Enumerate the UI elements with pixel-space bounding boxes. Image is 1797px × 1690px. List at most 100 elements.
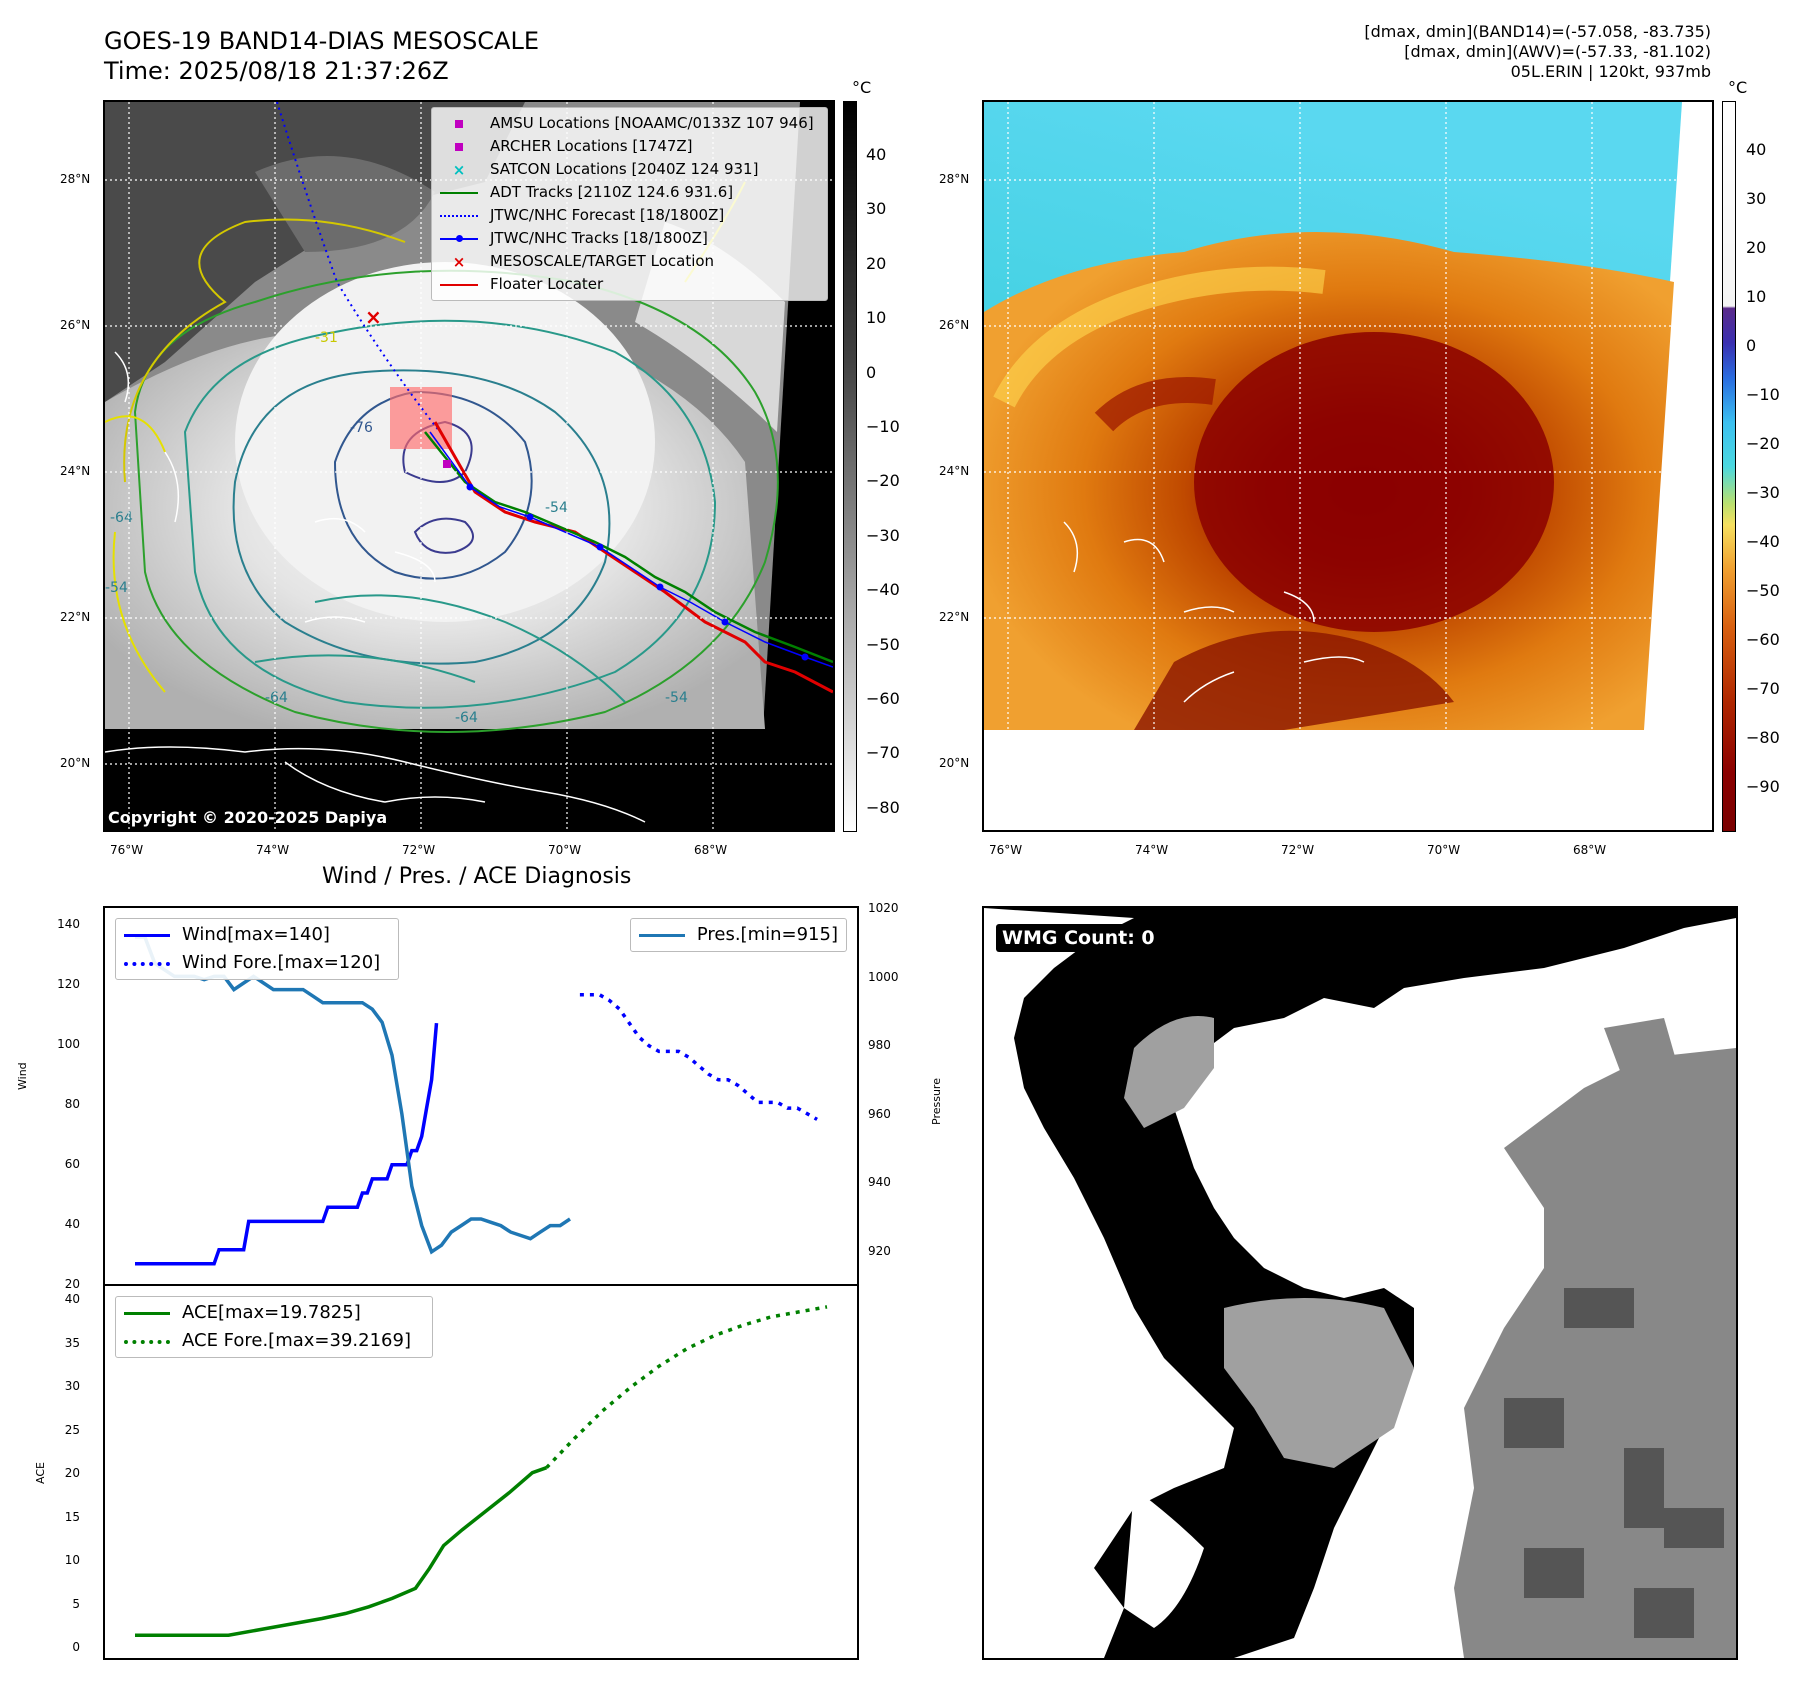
cbar-color (1722, 101, 1736, 832)
cbar2-tick: −80 (1746, 728, 1780, 747)
ace-y-tick: 0 (72, 1640, 80, 1654)
legend-forecast: JTWC/NHC Forecast [18/1800Z] (440, 204, 819, 227)
legend-wind-fore: Wind Fore.[max=120] (124, 949, 390, 977)
cbar2-tick: −20 (1746, 434, 1780, 453)
wind-y-tick: 140 (57, 917, 80, 931)
contour-label-6: -64 (455, 710, 478, 726)
p2-lat-22: 22°N (939, 610, 970, 624)
p2-lat-26: 26°N (939, 318, 970, 332)
ace-panel: ACE[max=19.7825] ACE Fore.[max=39.2169] (103, 1284, 859, 1660)
contour-label-5: -64 (265, 690, 288, 706)
contour-label-1: -31 (315, 330, 338, 346)
ace-y-tick: 20 (64, 1466, 80, 1480)
svg-text:×: × (365, 305, 382, 329)
p1-lat-20: 20°N (60, 756, 91, 770)
wind-y-tick: 120 (57, 977, 80, 991)
map-legend: AMSU Locations [NOAAMC/0133Z 107 946] AR… (431, 107, 828, 301)
cbar1-tick: 30 (866, 199, 887, 219)
cbar2-tick: −10 (1746, 385, 1780, 404)
wind-y-tick: 60 (64, 1157, 80, 1171)
pres-y-tick: 1020 (868, 901, 899, 915)
copyright-text: Copyright © 2020-2025 Dapiya (108, 808, 388, 827)
main-title: GOES-19 BAND14-DIAS MESOSCALE (104, 27, 540, 55)
contour-label-7: -54 (105, 580, 128, 596)
wind-y-tick: 40 (64, 1217, 80, 1231)
cbar1-unit: °C (852, 78, 872, 97)
timestamp: Time: 2025/08/18 21:37:26Z (104, 57, 449, 85)
info-line-1: [dmax, dmin](BAND14)=(-57.058, -83.735) (1364, 22, 1711, 41)
pres-y-tick: 960 (868, 1106, 891, 1121)
cbar2-tick: −50 (1746, 581, 1780, 600)
p1-lon-74: 74°W (256, 843, 290, 857)
wind-y-tick: 80 (64, 1097, 80, 1111)
pres-legend: Pres.[min=915] (629, 918, 847, 952)
wind-y-tick: 100 (57, 1037, 80, 1051)
p1-lon-76: 76°W (110, 843, 144, 857)
cbar2-tick: −30 (1746, 483, 1780, 502)
cbar1-tick: −60 (866, 689, 900, 708)
awv-map-image (984, 102, 1684, 730)
wind-legend: Wind[max=140] Wind Fore.[max=120] (115, 918, 399, 980)
legend-amsu: AMSU Locations [NOAAMC/0133Z 107 946] (440, 112, 819, 135)
wind-pres-panel: Wind[max=140] Wind Fore.[max=120] Pres.[… (103, 906, 859, 1285)
p2-lon-70: 70°W (1427, 843, 1461, 857)
ace-legend: ACE[max=19.7825] ACE Fore.[max=39.2169] (115, 1296, 433, 1358)
wmg-panel: WMG Count: 0 (982, 906, 1738, 1660)
p1-lat-24: 24°N (60, 464, 91, 478)
legend-pres: Pres.[min=915] (638, 921, 838, 949)
p2-lon-74: 74°W (1135, 843, 1169, 857)
cbar1-tick: 40 (866, 145, 887, 164)
p2-lon-76: 76°W (989, 843, 1023, 857)
legend-wind: Wind[max=140] (124, 921, 390, 949)
series-line-pres- (135, 935, 571, 1255)
contour-label-2: -76 (350, 420, 373, 436)
contour-label-4: -64 (110, 510, 133, 526)
wmg-count-label: WMG Count: 0 (996, 924, 1161, 952)
p1-lon-72: 72°W (402, 843, 436, 857)
contour-label-3: -54 (545, 500, 568, 516)
legend-floater: Floater Locater (440, 273, 819, 296)
pres-y-tick: 920 (868, 1243, 891, 1258)
legend-target: × MESOSCALE/TARGET Location (452, 252, 715, 271)
ace-y-tick: 35 (64, 1335, 80, 1350)
pres-y-tick: 1000 (868, 969, 899, 984)
pres-ylabel: Pressure (930, 1078, 943, 1125)
ace-chart (135, 1305, 828, 1637)
series-line-ace-fore- (545, 1305, 828, 1469)
cbar2-tick: −60 (1746, 630, 1780, 649)
ace-y-tick: 15 (64, 1509, 80, 1524)
p1-lat-28: 28°N (60, 172, 91, 186)
ace-y-tick: 30 (64, 1379, 80, 1393)
cbar1-tick: −10 (866, 417, 900, 436)
ace-ylabel: ACE (34, 1462, 47, 1484)
diag-title: Wind / Pres. / ACE Diagnosis (322, 864, 632, 889)
p2-lon-72: 72°W (1281, 843, 1315, 857)
cbar1-tick: 20 (866, 253, 887, 273)
cbar1-tick: −50 (866, 634, 900, 654)
ace-y-tick: 10 (64, 1553, 80, 1567)
p2-lon-68: 68°W (1573, 843, 1607, 857)
cbar2-tick: 0 (1746, 336, 1757, 355)
contour-label-8: -54 (665, 690, 688, 706)
wind-y-tick: 20 (64, 1277, 80, 1291)
cbar2-tick: 10 (1746, 287, 1767, 306)
ace-y-tick: 25 (64, 1422, 80, 1437)
pres-y-tick: 980 (868, 1038, 891, 1052)
cbar1-tick: 0 (866, 362, 877, 382)
p1-lat-22: 22°N (60, 610, 91, 624)
cbar1-tick: −40 (866, 580, 900, 600)
cbar1-tick: −70 (866, 743, 900, 763)
awv-map-panel (982, 100, 1714, 832)
p1-lat-26: 26°N (60, 318, 91, 332)
pres-y-tick: 940 (868, 1175, 891, 1189)
cbar1-tick: 10 (866, 308, 887, 328)
info-line-2: [dmax, dmin](AWV)=(-57.33, -81.102) (1404, 42, 1711, 61)
cbar2-tick: −90 (1746, 777, 1780, 796)
legend-ace: ACE[max=19.7825] (124, 1299, 424, 1327)
legend-adt: ADT Tracks [2110Z 124.6 931.6] (440, 181, 819, 204)
p1-lon-68: 68°W (694, 843, 728, 857)
legend-archer: ARCHER Locations [1747Z] (440, 135, 819, 158)
series-line-ace (135, 1466, 548, 1637)
p2-lat-24: 24°N (939, 464, 970, 478)
cbar2-tick: 20 (1746, 238, 1767, 257)
